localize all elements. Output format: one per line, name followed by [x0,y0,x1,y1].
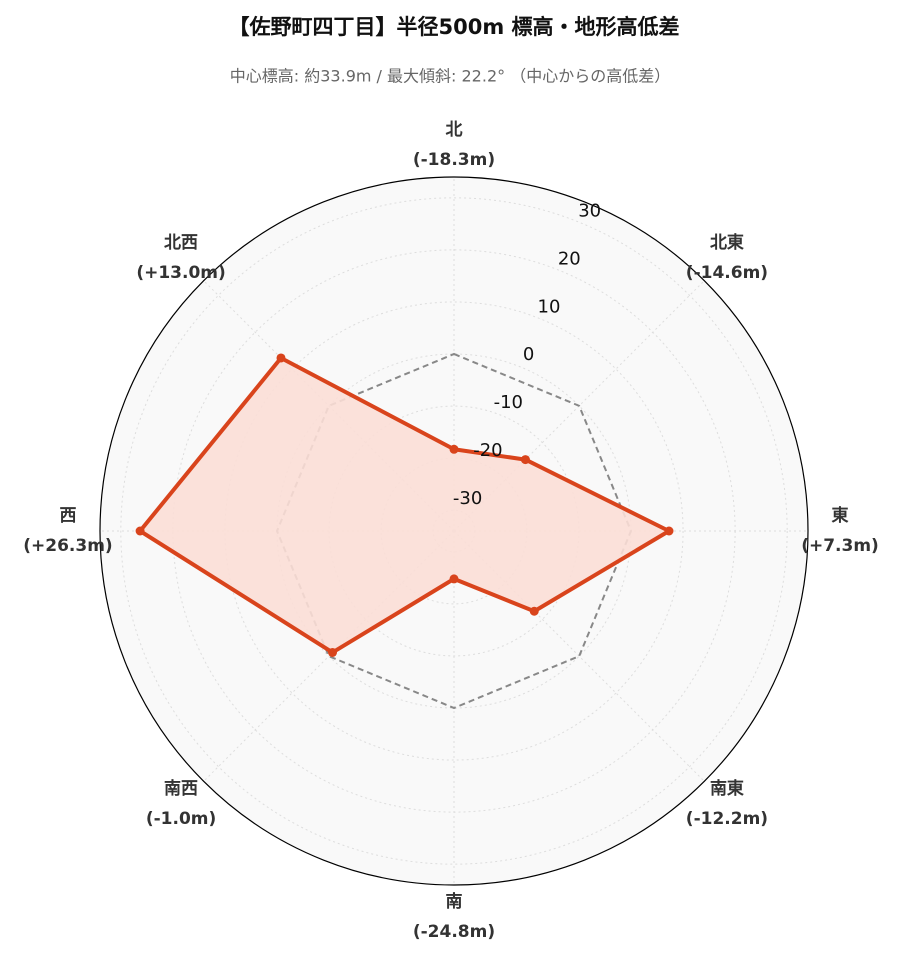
point [135,526,145,536]
area [140,357,670,653]
r-tick-label: -30 [453,488,482,509]
r-tick-label: 20 [558,248,581,269]
category-label: 南東 [710,778,744,799]
value-label: (+7.3m) [801,536,879,556]
point [276,353,286,363]
chart-title: 【佐野町四丁目】半径500m 標高・地形高低差 [228,15,679,39]
category-label: 南 [446,891,463,912]
category-label: 北 [446,120,463,140]
grid-circle [120,197,788,865]
chart-subtitle: 中心標高: 約33.9m / 最大傾斜: 22.2° （中心からの高低差） [230,67,670,86]
value-label: (-12.2m) [686,809,768,829]
value-label: (+26.3m) [23,536,112,556]
category-label: 北東 [710,232,744,253]
r-tick-label: 0 [523,344,534,365]
r-tick-label: 10 [538,296,561,317]
grid-circle [224,301,684,761]
point [449,444,459,454]
plot-border [99,176,809,886]
point [520,455,530,465]
category-label: 南西 [164,778,198,799]
point [529,606,539,616]
r-tick-label: 30 [578,200,601,221]
value-label: (-24.8m) [413,922,495,942]
point [328,647,338,657]
value-label: (-1.0m) [146,809,216,829]
category-label: 東 [832,505,849,526]
value-label: (+13.0m) [136,263,225,283]
category-label: 北西 [164,233,198,253]
value-label: (-14.6m) [686,263,768,283]
point [449,574,459,584]
spoke [203,530,455,782]
category-label: 西 [60,506,77,526]
point [664,526,674,536]
r-tick-label: -20 [473,440,502,461]
spoke [453,530,705,782]
value-label: (-18.3m) [413,150,495,170]
r-tick-label: -10 [494,392,523,413]
